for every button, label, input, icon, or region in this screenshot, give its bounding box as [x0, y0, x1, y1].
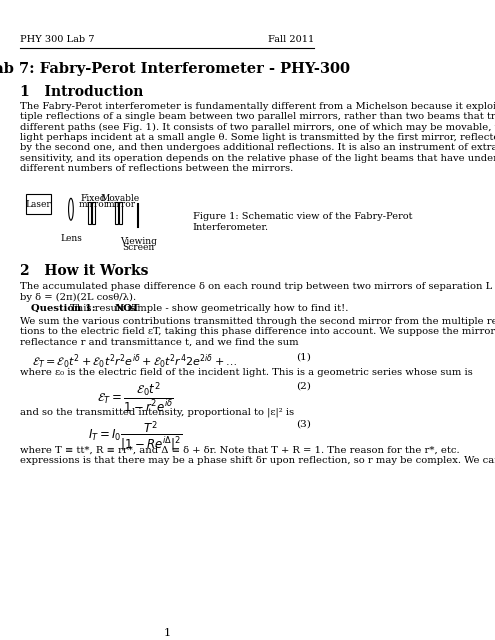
Ellipse shape — [69, 198, 73, 220]
Text: by δ = (2π)(2L cosθ/λ).: by δ = (2π)(2L cosθ/λ). — [20, 292, 137, 301]
Text: We sum the various contributions transmitted through the second mirror from the : We sum the various contributions transmi… — [20, 317, 495, 326]
Text: $\mathcal{E}_T = \mathcal{E}_0 t^2 + \mathcal{E}_0 t^2 r^2 e^{i\delta} + \mathca: $\mathcal{E}_T = \mathcal{E}_0 t^2 + \ma… — [32, 352, 238, 371]
Text: reflectance r and transmittance t, and we find the sum: reflectance r and transmittance t, and w… — [20, 338, 299, 347]
Text: Movable: Movable — [100, 195, 140, 204]
Text: and so the transmitted intensity, proportional to |ε|² is: and so the transmitted intensity, propor… — [20, 407, 295, 417]
FancyBboxPatch shape — [88, 202, 91, 224]
Text: mirror: mirror — [105, 200, 135, 209]
Text: 1: 1 — [163, 628, 170, 637]
Text: (2): (2) — [297, 381, 311, 390]
Text: tiple reflections of a single beam between two parallel mirrors, rather than two: tiple reflections of a single beam betwe… — [20, 112, 495, 121]
Text: Lab 7: Fabry-Perot Interferometer - PHY-300: Lab 7: Fabry-Perot Interferometer - PHY-… — [0, 62, 350, 76]
Text: by the second one, and then undergoes additional reflections. It is also an inst: by the second one, and then undergoes ad… — [20, 143, 495, 152]
Text: (3): (3) — [297, 420, 311, 429]
Text: expressions is that there may be a phase shift δr upon reflection, so r may be c: expressions is that there may be a phase… — [20, 456, 495, 465]
Text: simple - show geometrically how to find it!.: simple - show geometrically how to find … — [129, 304, 348, 313]
Text: Question 1:: Question 1: — [31, 304, 96, 313]
Text: different numbers of reflections between the mirrors.: different numbers of reflections between… — [20, 164, 294, 173]
Text: Fixed: Fixed — [81, 195, 106, 204]
Text: PHY 300 Lab 7: PHY 300 Lab 7 — [20, 35, 95, 44]
Text: 1   Introduction: 1 Introduction — [20, 84, 144, 99]
Text: sensitivity, and its operation depends on the relative phase of the light beams : sensitivity, and its operation depends o… — [20, 154, 495, 163]
Text: where ε₀ is the electric field of the incident light. This is a geometric series: where ε₀ is the electric field of the in… — [20, 368, 473, 377]
Text: The Fabry-Perot interferometer is fundamentally different from a Michelson becau: The Fabry-Perot interferometer is fundam… — [20, 102, 495, 111]
Text: The accumulated phase difference δ on each round trip between two mirrors of sep: The accumulated phase difference δ on ea… — [20, 282, 495, 291]
FancyBboxPatch shape — [92, 202, 95, 224]
Text: 2   How it Works: 2 How it Works — [20, 264, 149, 278]
Text: Figure 1: Schematic view of the Fabry-Perot
Interferometer.: Figure 1: Schematic view of the Fabry-Pe… — [193, 212, 412, 232]
Text: Laser: Laser — [26, 200, 51, 209]
Text: Lens: Lens — [60, 234, 82, 243]
Text: different paths (see Fig. 1). It consists of two parallel mirrors, one of which : different paths (see Fig. 1). It consist… — [20, 122, 495, 132]
FancyBboxPatch shape — [26, 195, 51, 214]
Text: Viewing: Viewing — [120, 237, 157, 246]
Text: NOT: NOT — [115, 304, 140, 313]
Text: (1): (1) — [297, 352, 311, 361]
Text: Fall 2011: Fall 2011 — [268, 35, 314, 44]
Text: mirror: mirror — [78, 200, 108, 209]
Text: $\mathcal{E}_T = \dfrac{\mathcal{E}_0 t^2}{1 - r^2 e^{i\delta}}$: $\mathcal{E}_T = \dfrac{\mathcal{E}_0 t^… — [97, 381, 174, 415]
Text: Screen: Screen — [122, 243, 154, 252]
Text: where T ≡ tt*, R ≡ rr*, and Δ ≡ δ + δr. Note that T + R = 1. The reason for the : where T ≡ tt*, R ≡ rr*, and Δ ≡ δ + δr. … — [20, 446, 460, 455]
FancyBboxPatch shape — [119, 202, 122, 224]
Text: $I_T = I_0 \dfrac{T^2}{|1 - Re^{i\Delta}|^2}$: $I_T = I_0 \dfrac{T^2}{|1 - Re^{i\Delta}… — [88, 420, 182, 454]
Text: light perhaps incident at a small angle θ. Some light is transmitted by the firs: light perhaps incident at a small angle … — [20, 133, 495, 142]
FancyBboxPatch shape — [115, 202, 117, 224]
Text: This result is: This result is — [70, 304, 136, 313]
Text: tions to the electric field εT, taking this phase difference into account. We su: tions to the electric field εT, taking t… — [20, 327, 495, 336]
